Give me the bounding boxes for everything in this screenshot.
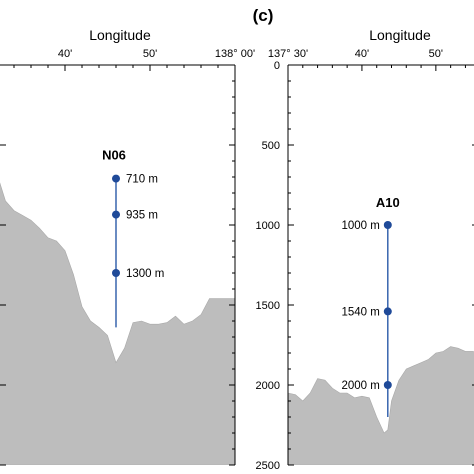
instrument-depth-label: 1000 m	[341, 220, 379, 232]
instrument-depth-label: 710 m	[126, 174, 158, 186]
instrument-depth-label: 1540 m	[341, 306, 379, 318]
panel-label-c: (c)	[253, 6, 274, 25]
instrument-depth-label: 2000 m	[341, 380, 379, 392]
instrument-marker	[112, 210, 120, 219]
seafloor-area-left	[0, 182, 235, 465]
instrument-depth-label: 935 m	[126, 210, 158, 222]
x-tick-label: 137° 30'	[268, 48, 308, 60]
x-tick-label: 40'	[355, 48, 369, 60]
x-tick-label: 50'	[429, 48, 443, 60]
y-tick-label: 1000	[256, 220, 280, 232]
station-label-n06: N06	[102, 148, 126, 163]
x-tick-label: 50'	[143, 48, 157, 60]
station-label-a10: A10	[376, 195, 400, 210]
y-tick-label: 2500	[256, 460, 280, 472]
x-tick-label: 40'	[58, 48, 72, 60]
instrument-marker	[383, 307, 392, 316]
instrument-marker	[112, 174, 120, 183]
instrument-marker	[383, 221, 392, 229]
y-tick-label: 0	[274, 60, 280, 72]
x-axis-title-c: Longitude	[369, 27, 431, 43]
instrument-depth-label: 1300 m	[126, 268, 164, 280]
x-tick-label: 138° 00'	[215, 48, 255, 60]
seafloor-area-c	[288, 346, 474, 465]
y-tick-label: 1500	[256, 300, 280, 312]
y-tick-label: 2000	[256, 380, 280, 392]
panel-c: 1000 m 1540 m 2000 m A10 137° 30' 40' 50' 0 50…	[253, 6, 474, 472]
y-tick-label: 500	[262, 140, 280, 152]
instrument-marker	[112, 269, 120, 277]
x-axis-title-left: Longitude	[89, 27, 151, 43]
instrument-marker	[383, 381, 392, 389]
